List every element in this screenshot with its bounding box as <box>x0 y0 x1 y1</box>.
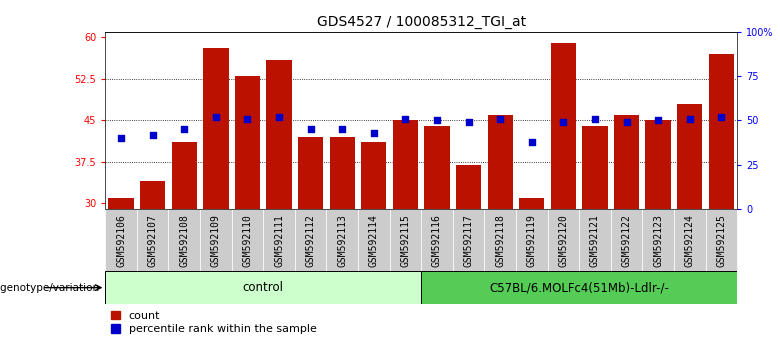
Point <box>336 126 349 132</box>
Bar <box>488 115 512 209</box>
Text: control: control <box>243 281 284 294</box>
Text: GSM592108: GSM592108 <box>179 214 190 267</box>
Point <box>273 114 285 120</box>
Text: GSM592124: GSM592124 <box>685 214 695 267</box>
Bar <box>326 209 358 271</box>
Point <box>683 116 696 121</box>
Point <box>652 118 665 123</box>
Bar <box>267 59 292 209</box>
Bar <box>298 137 323 209</box>
Bar <box>140 181 165 209</box>
Bar <box>200 209 232 271</box>
Text: GSM592123: GSM592123 <box>653 214 663 267</box>
Bar <box>452 209 484 271</box>
Bar <box>646 120 671 209</box>
Text: GSM592122: GSM592122 <box>622 214 632 267</box>
Bar <box>358 209 390 271</box>
Bar <box>643 209 674 271</box>
Point <box>115 135 127 141</box>
Point <box>589 116 601 121</box>
Point <box>715 114 728 120</box>
Text: GSM592118: GSM592118 <box>495 214 505 267</box>
Bar <box>361 143 386 209</box>
Bar <box>614 115 639 209</box>
Bar <box>264 209 295 271</box>
Point <box>494 116 506 121</box>
Bar <box>709 54 734 209</box>
Point <box>241 116 254 121</box>
Bar <box>105 209 137 271</box>
Bar <box>204 48 229 209</box>
Bar <box>484 209 516 271</box>
Point <box>178 126 190 132</box>
Bar <box>393 120 418 209</box>
Text: C57BL/6.MOLFc4(51Mb)-Ldlr-/-: C57BL/6.MOLFc4(51Mb)-Ldlr-/- <box>489 281 669 294</box>
Point <box>367 130 380 136</box>
Point <box>463 119 475 125</box>
Bar <box>232 209 264 271</box>
Point <box>147 132 159 137</box>
Bar <box>519 198 544 209</box>
Point <box>210 114 222 120</box>
Bar <box>674 209 706 271</box>
Bar <box>583 126 608 209</box>
Bar <box>677 104 702 209</box>
Bar <box>137 209 168 271</box>
Point <box>620 119 633 125</box>
Text: GSM592115: GSM592115 <box>400 214 410 267</box>
Point <box>526 139 538 144</box>
Text: GSM592121: GSM592121 <box>590 214 600 267</box>
Text: GSM592119: GSM592119 <box>526 214 537 267</box>
Bar <box>611 209 643 271</box>
Text: GSM592116: GSM592116 <box>432 214 442 267</box>
Bar <box>330 137 355 209</box>
Bar <box>295 209 326 271</box>
Point <box>557 119 569 125</box>
Bar <box>105 271 421 304</box>
Text: GSM592106: GSM592106 <box>116 214 126 267</box>
Legend: count, percentile rank within the sample: count, percentile rank within the sample <box>111 311 317 334</box>
Text: genotype/variation: genotype/variation <box>0 282 105 293</box>
Bar <box>390 209 421 271</box>
Text: GSM592120: GSM592120 <box>558 214 569 267</box>
Bar <box>168 209 200 271</box>
Text: GSM592112: GSM592112 <box>306 214 316 267</box>
Text: GSM592107: GSM592107 <box>147 214 158 267</box>
Text: GSM592109: GSM592109 <box>211 214 221 267</box>
Text: GSM592125: GSM592125 <box>716 214 726 267</box>
Text: GSM592113: GSM592113 <box>337 214 347 267</box>
Point <box>431 118 443 123</box>
Bar <box>424 126 449 209</box>
Bar <box>551 43 576 209</box>
Text: GSM592110: GSM592110 <box>243 214 253 267</box>
Point <box>304 126 317 132</box>
Text: GSM592117: GSM592117 <box>463 214 473 267</box>
Bar <box>108 198 133 209</box>
Bar <box>172 143 197 209</box>
Bar <box>516 209 548 271</box>
Bar <box>421 271 737 304</box>
Bar <box>456 165 481 209</box>
Bar <box>421 209 452 271</box>
Bar <box>235 76 260 209</box>
Bar <box>579 209 611 271</box>
Text: GSM592111: GSM592111 <box>274 214 284 267</box>
Point <box>399 116 412 121</box>
Title: GDS4527 / 100085312_TGI_at: GDS4527 / 100085312_TGI_at <box>317 16 526 29</box>
Bar <box>548 209 579 271</box>
Text: GSM592114: GSM592114 <box>369 214 379 267</box>
Bar <box>705 209 737 271</box>
